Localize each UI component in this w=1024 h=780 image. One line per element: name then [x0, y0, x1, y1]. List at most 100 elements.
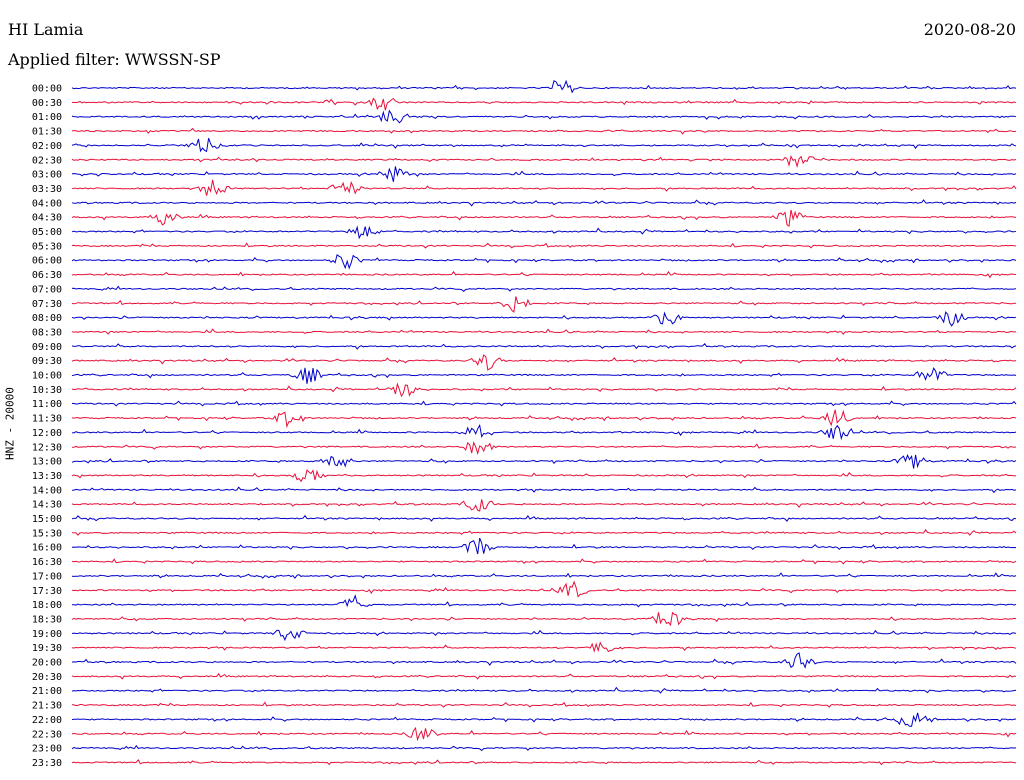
- seismic-trace: [71, 285, 1017, 292]
- seismic-trace: [71, 343, 1017, 350]
- seismic-trace: [71, 744, 1017, 752]
- row-time-label: 01:30: [32, 127, 62, 138]
- seismic-trace: [71, 199, 1017, 207]
- seismic-trace: [71, 127, 1017, 135]
- row-time-label: 22:00: [32, 715, 62, 726]
- row-time-label: 18:00: [32, 600, 62, 611]
- seismic-trace: [71, 537, 1017, 555]
- seismic-trace: [71, 138, 1017, 153]
- row-time-label: 20:30: [32, 672, 62, 683]
- row-time-label: 11:30: [32, 414, 62, 425]
- seismic-trace: [71, 528, 1017, 536]
- seismic-trace: [71, 652, 1017, 669]
- row-time-label: 02:00: [32, 141, 62, 152]
- seismic-trace: [71, 225, 1017, 240]
- row-time-label: 04:30: [32, 213, 62, 224]
- row-time-label: 17:00: [32, 571, 62, 582]
- row-time-label: 16:30: [32, 557, 62, 568]
- seismic-trace: [71, 759, 1017, 766]
- row-time-label: 06:00: [32, 256, 62, 267]
- seismic-trace: [71, 366, 1017, 384]
- row-time-label: 14:30: [32, 500, 62, 511]
- row-time-label: 02:30: [32, 155, 62, 166]
- seismic-trace: [71, 469, 1017, 483]
- row-time-label: 18:30: [32, 614, 62, 625]
- row-time-label: 17:30: [32, 586, 62, 597]
- seismic-trace: [71, 594, 1017, 608]
- row-time-label: 01:00: [32, 112, 62, 123]
- row-time-label: 06:30: [32, 270, 62, 281]
- seismic-trace: [71, 499, 1017, 512]
- row-time-label: 03:00: [32, 170, 62, 181]
- station-title: HI Lamia: [8, 20, 84, 39]
- row-time-label: 12:30: [32, 442, 62, 453]
- seismic-trace: [71, 726, 1017, 742]
- filter-label: Applied filter: WWSSN-SP: [8, 50, 221, 69]
- row-time-label: 19:30: [32, 643, 62, 654]
- seismic-trace: [71, 629, 1017, 642]
- row-time-label: 14:00: [32, 485, 62, 496]
- row-time-label: 09:30: [32, 356, 62, 367]
- row-time-label: 13:30: [32, 471, 62, 482]
- row-time-label: 12:00: [32, 428, 62, 439]
- row-time-label: 11:00: [32, 399, 62, 410]
- seismic-trace: [71, 179, 1017, 196]
- seismic-trace: [71, 296, 1017, 313]
- seismic-trace: [71, 242, 1017, 249]
- seismic-trace: [71, 441, 1017, 456]
- row-time-label: 10:30: [32, 385, 62, 396]
- row-time-label: 15:30: [32, 528, 62, 539]
- seismic-trace: [71, 97, 1017, 111]
- row-time-label: 21:00: [32, 686, 62, 697]
- seismic-trace: [71, 641, 1017, 653]
- row-time-label: 16:00: [32, 543, 62, 554]
- row-time-label: 03:30: [32, 184, 62, 195]
- row-time-label: 08:30: [32, 327, 62, 338]
- seismic-trace: [71, 423, 1017, 441]
- seismic-trace: [71, 209, 1017, 227]
- seismic-trace: [71, 514, 1017, 522]
- seismic-trace: [71, 166, 1017, 182]
- seismic-trace: [71, 155, 1017, 169]
- seismic-trace: [71, 558, 1017, 565]
- row-time-label: 15:00: [32, 514, 62, 525]
- row-time-label: 00:30: [32, 98, 62, 109]
- seismic-trace: [71, 611, 1017, 627]
- row-time-label: 23:30: [32, 758, 62, 769]
- row-time-label: 00:00: [32, 84, 62, 95]
- row-time-label: 10:00: [32, 371, 62, 382]
- seismic-trace: [71, 409, 1017, 429]
- row-time-label: 07:30: [32, 299, 62, 310]
- row-time-label: 09:00: [32, 342, 62, 353]
- seismic-trace: [71, 253, 1017, 270]
- seismic-trace: [71, 686, 1017, 694]
- row-time-label: 20:00: [32, 658, 62, 669]
- row-time-label: 22:30: [32, 729, 62, 740]
- seismic-trace: [71, 672, 1016, 680]
- seismic-trace: [71, 382, 1017, 398]
- seismic-trace: [71, 79, 1017, 94]
- row-time-label: 19:00: [32, 629, 62, 640]
- row-time-label: 08:00: [32, 313, 62, 324]
- seismic-trace: [71, 109, 1017, 124]
- row-time-label: 07:00: [32, 284, 62, 295]
- row-time-label: 21:30: [32, 701, 62, 712]
- seismic-trace: [71, 328, 1016, 335]
- date-title: 2020-08-20: [923, 20, 1016, 39]
- row-time-label: 23:00: [32, 744, 62, 755]
- seismic-trace: [71, 354, 1017, 371]
- seismic-trace: [71, 486, 1017, 494]
- seismic-trace: [71, 311, 1017, 327]
- row-time-label: 05:30: [32, 241, 62, 252]
- seismic-trace: [71, 400, 1017, 407]
- row-time-label: 04:00: [32, 198, 62, 209]
- row-time-label: 05:00: [32, 227, 62, 238]
- seismic-trace: [71, 701, 1017, 708]
- seismic-trace: [71, 580, 1016, 598]
- row-time-label: 13:00: [32, 457, 62, 468]
- seismic-trace: [71, 453, 1017, 469]
- seismic-trace: [71, 270, 1017, 279]
- seismic-trace: [71, 572, 1017, 580]
- seismic-trace: [71, 712, 1017, 727]
